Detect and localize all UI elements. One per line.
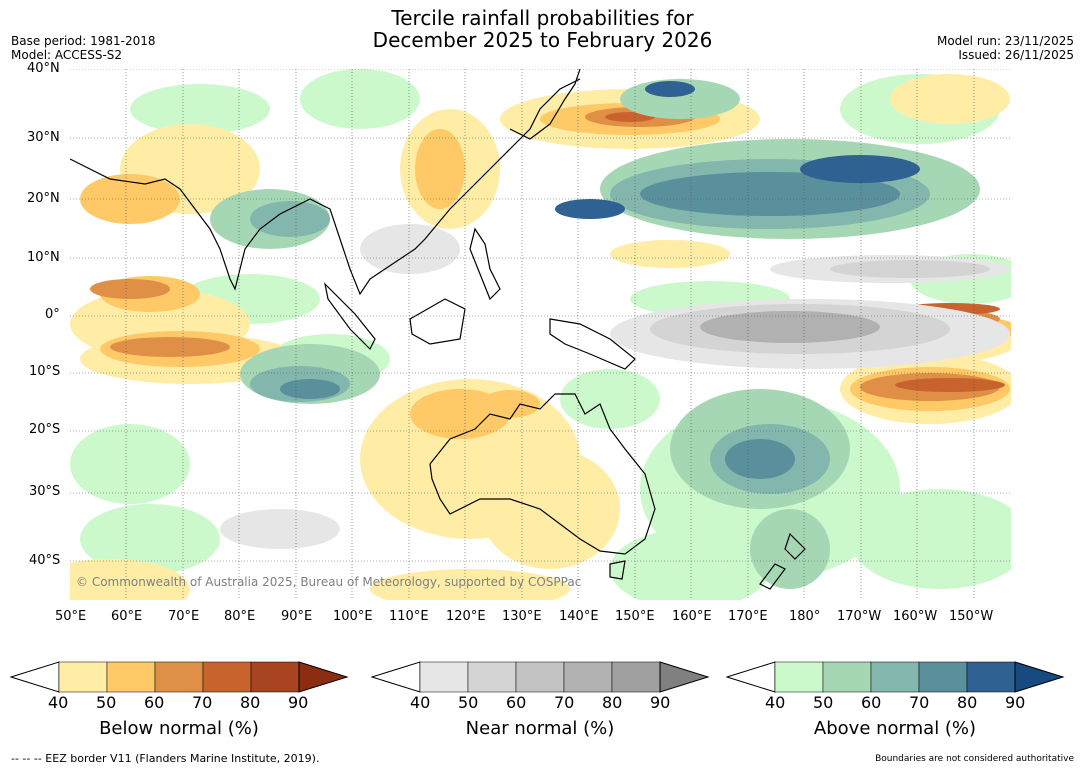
base-period: Base period: 1981-2018: [11, 34, 156, 48]
tasmania-coastline: [609, 560, 626, 580]
lon-label: 50°E: [55, 609, 87, 624]
near-normal-swatch-40: [419, 661, 469, 693]
lon-label: 130°E: [502, 609, 542, 624]
cbar-tick: 80: [602, 693, 623, 712]
above-normal-title: Above normal (%): [813, 718, 977, 739]
map-gridlines: [70, 69, 1011, 600]
philippines-coastline: [469, 227, 501, 301]
cbar-tick: 90: [288, 693, 309, 712]
lon-label: 180°: [789, 609, 821, 624]
lon-label: 150°E: [615, 609, 655, 624]
above-normal-swatch-80: [966, 661, 1016, 693]
rainfall-probability-map: © Commonwealth of Australia 2025, Bureau…: [70, 69, 1011, 600]
lon-label: 110°E: [389, 609, 429, 624]
below-normal-swatch-60: [154, 661, 204, 693]
lon-label: 160°E: [672, 609, 712, 624]
lat-label-30n: 30°N: [27, 130, 60, 145]
lon-label: 60°E: [111, 609, 143, 624]
above-normal-swatch-40: [774, 661, 824, 693]
below-normal-swatch-40: [58, 661, 108, 693]
cbar-tick: 70: [192, 693, 213, 712]
lat-label-20n: 20°N: [27, 191, 60, 206]
lat-label-30s: 30°S: [29, 484, 61, 499]
cbar-tick: 70: [909, 693, 930, 712]
cbar-tick: 80: [957, 693, 978, 712]
lon-label: 140°E: [559, 609, 599, 624]
lat-label-40s: 40°S: [29, 553, 61, 568]
lon-label: 80°E: [224, 609, 256, 624]
above-normal-swatch-70: [918, 661, 968, 693]
cbar-tick: 50: [458, 693, 479, 712]
cbar-tick: 80: [240, 693, 261, 712]
lat-label-40n: 40°N: [27, 61, 60, 76]
below-normal-swatch-50: [106, 661, 156, 693]
cbar-tick: 40: [410, 693, 431, 712]
lon-label: 170°W: [837, 609, 882, 624]
near-normal-title: Near normal (%): [465, 718, 615, 739]
below-normal-under-triangle: [10, 661, 60, 693]
map-title-line2: December 2025 to February 2026: [372, 28, 713, 52]
lon-label: 150°W: [949, 609, 994, 624]
above-normal-70-areas: [280, 172, 900, 479]
lon-label: 70°E: [168, 609, 200, 624]
cbar-tick: 60: [144, 693, 165, 712]
above-normal-swatch-60: [870, 661, 920, 693]
lon-label: 100°E: [333, 609, 373, 624]
near-normal-swatch-60: [515, 661, 565, 693]
japan-coastline: [509, 69, 581, 140]
boundaries-disclaimer: Boundaries are not considered authoritat…: [875, 754, 1074, 764]
eez-border-note: -- -- -- EEZ border V11 (Flanders Marine…: [11, 752, 320, 765]
near-normal-swatch-80: [611, 661, 661, 693]
below-normal-swatch-70: [202, 661, 252, 693]
near-normal-colorbar: [371, 661, 710, 693]
lon-label: 160°W: [893, 609, 938, 624]
cbar-tick: 50: [813, 693, 834, 712]
model-name: Model: ACCESS-S2: [11, 48, 123, 62]
new-zealand-coastline: [759, 532, 806, 590]
sumatra-coastline: [324, 282, 376, 351]
cbar-tick: 40: [765, 693, 786, 712]
above-normal-over-triangle: [1014, 661, 1065, 693]
australia-coastline: [429, 393, 656, 555]
lon-label: 90°E: [281, 609, 313, 624]
above-normal-swatch-50: [822, 661, 872, 693]
near-normal-swatch-70: [563, 661, 613, 693]
near-normal-swatch-50: [467, 661, 517, 693]
model-run: Model run: 23/11/2025: [936, 34, 1074, 48]
cbar-tick: 60: [506, 693, 527, 712]
new-guinea-coastline: [549, 318, 636, 370]
below-normal-swatch-80: [250, 661, 300, 693]
above-normal-80-areas: [555, 81, 920, 219]
copyright-notice: © Commonwealth of Australia 2025, Bureau…: [76, 575, 581, 589]
cbar-tick: 40: [48, 693, 69, 712]
lon-label: 120°E: [446, 609, 486, 624]
map-title-line1: Tercile rainfall probabilities for: [391, 6, 694, 30]
near-normal-over-triangle: [659, 661, 710, 693]
below-normal-title: Below normal (%): [99, 718, 259, 739]
cbar-tick: 50: [96, 693, 117, 712]
below-normal-over-triangle: [298, 661, 349, 693]
above-normal-colorbar: [726, 661, 1065, 693]
near-normal-70-areas: [700, 311, 880, 343]
above-normal-under-triangle: [726, 661, 776, 693]
near-normal-under-triangle: [371, 661, 421, 693]
cbar-tick: 60: [861, 693, 882, 712]
lat-label-10s: 10°S: [29, 364, 61, 379]
cbar-tick: 90: [650, 693, 671, 712]
cbar-tick: 70: [554, 693, 575, 712]
lat-label-equator: 0°: [45, 307, 60, 322]
lat-label-10n: 10°N: [27, 250, 60, 265]
below-normal-colorbar: [10, 661, 349, 693]
lon-label: 170°E: [728, 609, 768, 624]
asia-coastline: [70, 78, 581, 296]
issued-date: Issued: 26/11/2025: [958, 48, 1074, 62]
borneo-coastline: [409, 298, 466, 345]
lat-label-20s: 20°S: [29, 422, 61, 437]
cbar-tick: 90: [1005, 693, 1026, 712]
